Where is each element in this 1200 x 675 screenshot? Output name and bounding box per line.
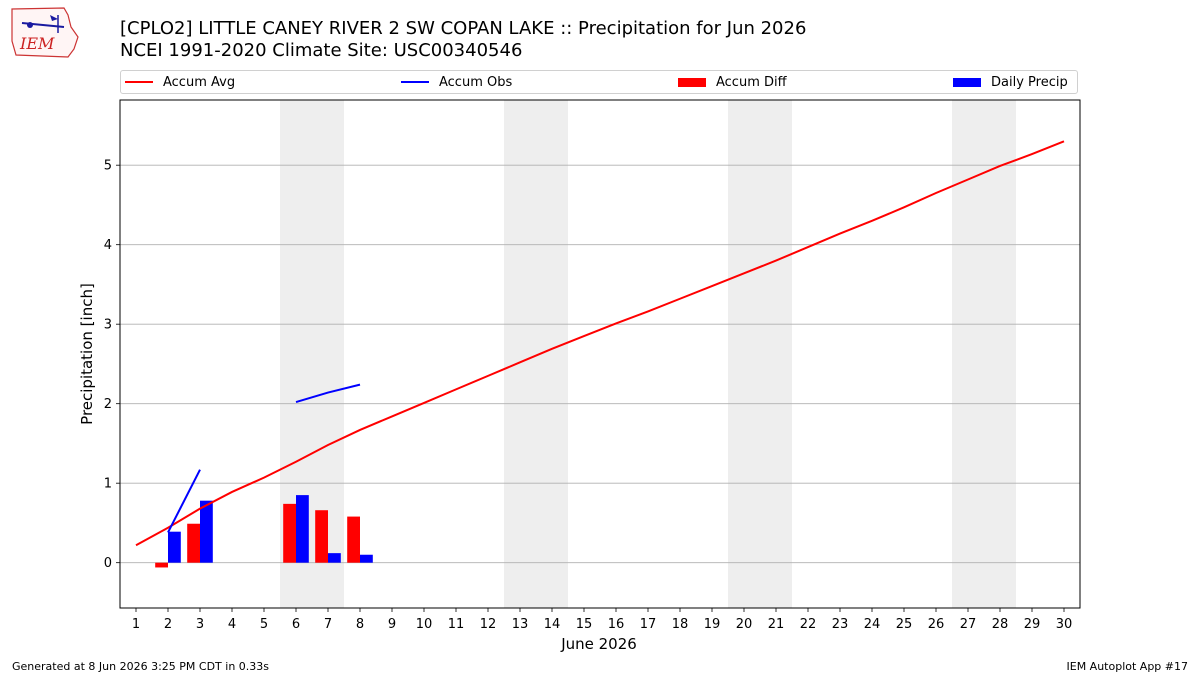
- chart-title: [CPLO2] LITTLE CANEY RIVER 2 SW COPAN LA…: [120, 18, 807, 39]
- legend-label-daily-precip: Daily Precip: [991, 74, 1068, 90]
- legend-item-daily-precip: Daily Precip: [953, 71, 1068, 93]
- x-tick-label-30: 30: [1056, 617, 1073, 632]
- accum-diff-bar-day-2: [155, 562, 168, 568]
- y-tick-label-5: 5: [104, 159, 112, 174]
- x-tick-label-1: 1: [132, 617, 140, 632]
- x-tick-label-23: 23: [832, 617, 849, 632]
- x-tick-label-5: 5: [260, 617, 268, 632]
- x-tick-label-10: 10: [416, 617, 433, 632]
- x-tick-label-26: 26: [928, 617, 945, 632]
- x-tick-label-2: 2: [164, 617, 172, 632]
- accum-diff-bar-day-7: [315, 510, 328, 563]
- legend-item-accum-obs: Accum Obs: [401, 71, 512, 93]
- legend-label-accum-avg: Accum Avg: [163, 74, 236, 90]
- footer-generated: Generated at 8 Jun 2026 3:25 PM CDT in 0…: [12, 660, 270, 673]
- legend-label-accum-obs: Accum Obs: [439, 74, 513, 90]
- daily-precip-bar-day-2: [168, 531, 181, 563]
- x-tick-label-16: 16: [608, 617, 625, 632]
- weekend-band-1: [280, 100, 344, 608]
- daily-precip-bar-day-3: [200, 500, 213, 563]
- y-tick-label-0: 0: [104, 556, 112, 571]
- x-tick-label-3: 3: [196, 617, 204, 632]
- legend-label-accum-diff: Accum Diff: [716, 74, 787, 90]
- legend-item-accum-diff: Accum Diff: [678, 71, 787, 93]
- x-tick-label-18: 18: [672, 617, 689, 632]
- x-tick-label-17: 17: [640, 617, 657, 632]
- x-axis-label: June 2026: [560, 635, 637, 653]
- weekend-band-3: [728, 100, 792, 608]
- x-tick-label-13: 13: [512, 617, 529, 632]
- legend-swatch-accum-avg: [125, 81, 153, 83]
- x-tick-label-25: 25: [896, 617, 913, 632]
- chart-subtitle: NCEI 1991-2020 Climate Site: USC00340546: [120, 40, 523, 61]
- x-tick-label-14: 14: [544, 617, 561, 632]
- y-tick-label-3: 3: [104, 318, 112, 333]
- accum-obs-line-segment-2: [295, 383, 361, 404]
- x-tick-label-11: 11: [448, 617, 465, 632]
- accum-diff-bar-day-6: [283, 503, 296, 563]
- x-tick-label-24: 24: [864, 617, 881, 632]
- logo-text: IEM: [19, 34, 55, 53]
- daily-precip-bar-day-7: [328, 553, 341, 563]
- accum-avg-line: [135, 140, 1065, 547]
- x-tick-label-7: 7: [324, 617, 332, 632]
- x-tick-label-22: 22: [800, 617, 817, 632]
- legend-item-accum-avg: Accum Avg: [125, 71, 235, 93]
- plot-frame: [119, 99, 1081, 609]
- y-tick-label-1: 1: [104, 477, 112, 492]
- x-tick-label-21: 21: [768, 617, 785, 632]
- accum-obs-line-segment-1: [167, 469, 201, 533]
- y-tick-label-2: 2: [104, 397, 112, 412]
- iem-logo: IEM: [11, 7, 79, 58]
- x-tick-label-15: 15: [576, 617, 593, 632]
- y-tick-label-4: 4: [104, 238, 112, 253]
- accum-diff-bar-day-3: [187, 523, 200, 563]
- legend-swatch-accum-obs: [401, 81, 429, 83]
- legend-swatch-daily-precip: [953, 77, 981, 87]
- daily-precip-bar-day-6: [296, 495, 309, 563]
- x-tick-label-29: 29: [1024, 617, 1041, 632]
- y-axis-label: Precipitation [inch]: [78, 283, 96, 425]
- legend-swatch-accum-diff: [678, 77, 706, 87]
- x-tick-label-6: 6: [292, 617, 300, 632]
- x-tick-label-8: 8: [356, 617, 364, 632]
- x-tick-label-28: 28: [992, 617, 1009, 632]
- x-tick-label-12: 12: [480, 617, 497, 632]
- x-tick-label-19: 19: [704, 617, 721, 632]
- x-tick-label-4: 4: [228, 617, 236, 632]
- x-tick-label-9: 9: [388, 617, 396, 632]
- x-tick-label-20: 20: [736, 617, 753, 632]
- accum-diff-bar-day-8: [347, 516, 360, 563]
- weekend-band-2: [504, 100, 568, 608]
- legend: Accum Avg Accum Obs Accum Diff Daily Pre…: [120, 70, 1078, 94]
- footer-app: IEM Autoplot App #17: [1066, 660, 1189, 673]
- weekend-band-4: [952, 100, 1016, 608]
- daily-precip-bar-day-8: [360, 554, 373, 563]
- x-tick-label-27: 27: [960, 617, 977, 632]
